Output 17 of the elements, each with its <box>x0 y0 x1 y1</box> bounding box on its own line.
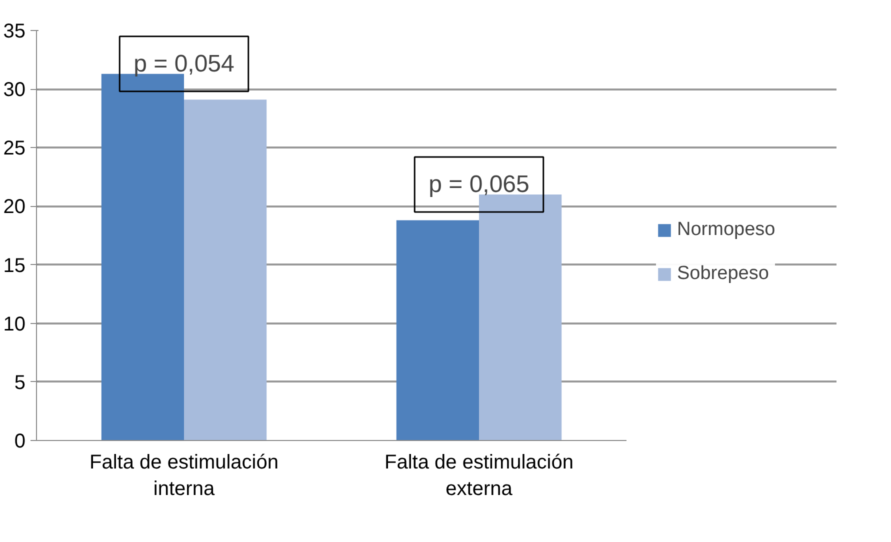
bar <box>184 100 267 440</box>
legend-label: Normopeso <box>677 219 776 241</box>
bar <box>396 220 479 440</box>
y-tick-label: 5 <box>14 372 26 394</box>
annotation: p = 0,065 <box>428 171 530 198</box>
y-tick-label: 20 <box>3 196 26 218</box>
x-tick-label: Falta de estimulación externa <box>384 452 574 500</box>
y-tick-label: 25 <box>3 138 26 160</box>
legend-label: Sobrepeso <box>677 263 769 285</box>
y-tick-label: 0 <box>14 430 26 452</box>
y-tick-label: 35 <box>3 20 26 42</box>
y-tick-label: 10 <box>3 313 26 336</box>
y-tick-label: 30 <box>3 79 26 102</box>
bar <box>479 194 562 440</box>
annotation: p = 0,054 <box>134 50 234 78</box>
y-tick-label: 15 <box>3 254 26 277</box>
x-tick-label: Falta de estimulación interna <box>90 452 278 500</box>
